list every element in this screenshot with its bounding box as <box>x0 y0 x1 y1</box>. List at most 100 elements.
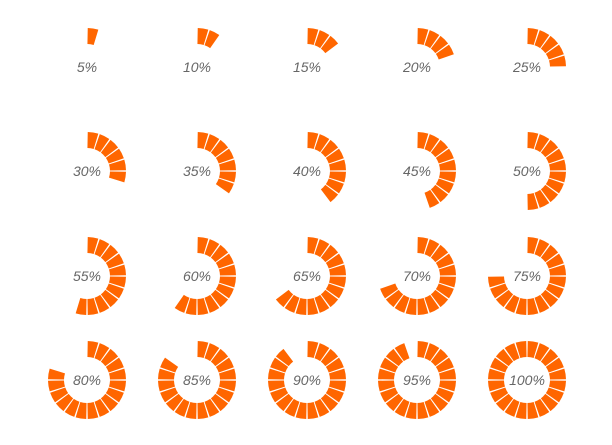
ring-segment <box>545 387 564 403</box>
ring-segment <box>94 239 110 258</box>
ring-segment <box>109 276 126 288</box>
ring-segment <box>329 171 346 183</box>
ring-segment <box>295 298 307 315</box>
ring-segment <box>174 294 190 313</box>
ring-segment <box>378 368 395 380</box>
ring-segment <box>405 402 417 419</box>
ring-segment <box>320 348 339 367</box>
ring-segment <box>215 253 234 269</box>
ring-segment <box>219 159 236 171</box>
ring-segment <box>215 283 234 299</box>
percent-label: 85% <box>183 372 211 388</box>
ring-segment <box>394 398 410 417</box>
percent-label: 25% <box>512 59 541 75</box>
progress-ring-30: 30% <box>73 132 126 183</box>
ring-segment <box>307 237 319 254</box>
ring-segment <box>320 393 339 412</box>
ring-segment <box>204 343 220 362</box>
percent-label: 75% <box>513 268 541 284</box>
ring-segment <box>488 380 505 392</box>
ring-segment <box>380 283 399 299</box>
ring-segment <box>185 298 197 315</box>
ring-segment <box>50 387 69 403</box>
percent-label: 80% <box>73 372 101 388</box>
ring-segment <box>549 276 566 288</box>
ring-segment <box>94 343 110 362</box>
percent-label: 95% <box>403 372 431 388</box>
ring-segment <box>545 357 564 373</box>
ring-segment <box>490 357 509 373</box>
ring-segment <box>534 343 550 362</box>
ring-segment <box>75 402 87 419</box>
ring-segment <box>314 134 330 153</box>
ring-segment <box>534 398 550 417</box>
progress-ring-55: 55% <box>73 237 126 315</box>
ring-segment <box>94 294 110 313</box>
ring-segment <box>320 184 339 203</box>
ring-segment <box>219 264 236 276</box>
ring-segment <box>215 148 234 164</box>
ring-segment <box>378 380 395 392</box>
ring-segment <box>270 357 289 373</box>
ring-segment <box>197 132 209 149</box>
ring-segment <box>197 341 209 358</box>
percent-label: 5% <box>77 59 97 75</box>
ring-segment <box>435 253 454 269</box>
percent-label: 40% <box>293 163 321 179</box>
ring-segment <box>268 380 285 392</box>
ring-segment <box>325 253 344 269</box>
ring-segment <box>314 398 330 417</box>
ring-segment <box>295 402 307 419</box>
ring-segment <box>435 178 454 194</box>
ring-segment <box>284 294 300 313</box>
ring-segment <box>87 402 99 419</box>
ring-segment <box>329 159 346 171</box>
ring-segment <box>424 343 440 362</box>
ring-segment <box>549 159 566 171</box>
ring-segment <box>109 264 126 276</box>
ring-segment <box>439 264 456 276</box>
ring-segment <box>424 30 440 49</box>
ring-segment <box>380 387 399 403</box>
ring-segment <box>430 348 449 367</box>
ring-segment <box>495 289 514 308</box>
ring-segment <box>545 283 564 299</box>
ring-segment <box>545 44 564 60</box>
progress-ring-15: 15% <box>293 28 339 75</box>
ring-segment <box>435 387 454 403</box>
ring-segment <box>439 159 456 171</box>
progress-ring-40: 40% <box>293 132 346 203</box>
ring-segment <box>105 357 124 373</box>
ring-segment <box>204 294 220 313</box>
ring-segment <box>320 289 339 308</box>
ring-segment <box>417 132 429 149</box>
ring-segment <box>185 402 197 419</box>
progress-ring-10: 10% <box>183 28 220 75</box>
ring-segment <box>534 189 550 208</box>
ring-segment <box>109 159 126 171</box>
ring-segment <box>204 398 220 417</box>
ring-segment <box>504 398 520 417</box>
ring-segment <box>439 171 456 183</box>
ring-segment <box>329 276 346 288</box>
ring-segment <box>215 178 234 194</box>
ring-segment <box>527 132 539 149</box>
ring-segment <box>540 139 559 158</box>
ring-segment <box>160 387 179 403</box>
percent-label: 15% <box>293 59 321 75</box>
ring-segment <box>109 368 126 380</box>
ring-segment <box>100 289 119 308</box>
ring-segment <box>87 237 99 254</box>
ring-segment <box>527 298 539 315</box>
ring-segment <box>109 171 126 183</box>
ring-segment <box>325 178 344 194</box>
ring-segment <box>197 402 209 419</box>
ring-segment <box>417 28 429 45</box>
progress-ring-20: 20% <box>402 28 454 75</box>
ring-segment <box>314 343 330 362</box>
ring-segment <box>307 132 319 149</box>
ring-segment <box>385 348 404 367</box>
ring-segment <box>527 341 539 358</box>
ring-segment <box>75 298 87 315</box>
progress-ring-85: 85% <box>158 341 236 419</box>
